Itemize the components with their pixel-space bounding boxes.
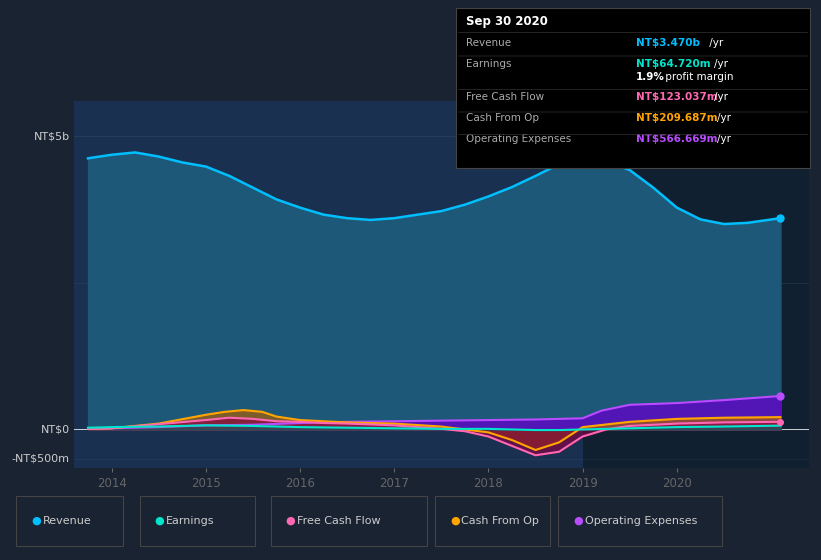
Text: Sep 30 2020: Sep 30 2020 bbox=[466, 15, 548, 29]
Text: Earnings: Earnings bbox=[166, 516, 214, 526]
Text: 1.9%: 1.9% bbox=[636, 72, 665, 82]
Text: Cash From Op: Cash From Op bbox=[461, 516, 539, 526]
Text: Operating Expenses: Operating Expenses bbox=[585, 516, 697, 526]
Text: ●: ● bbox=[573, 516, 583, 526]
Text: /yr: /yr bbox=[717, 113, 731, 123]
Text: -NT$500m: -NT$500m bbox=[11, 454, 70, 464]
Text: /yr: /yr bbox=[717, 134, 731, 144]
Text: Revenue: Revenue bbox=[466, 38, 511, 48]
Text: NT$5b: NT$5b bbox=[34, 131, 70, 141]
Text: Earnings: Earnings bbox=[466, 59, 511, 69]
Text: NT$64.720m: NT$64.720m bbox=[636, 59, 714, 69]
Text: ●: ● bbox=[154, 516, 164, 526]
Text: Operating Expenses: Operating Expenses bbox=[466, 134, 571, 144]
Text: NT$566.669m: NT$566.669m bbox=[636, 134, 722, 144]
Text: NT$0: NT$0 bbox=[41, 424, 70, 435]
Text: Cash From Op: Cash From Op bbox=[466, 113, 539, 123]
Text: Free Cash Flow: Free Cash Flow bbox=[466, 92, 544, 102]
Text: /yr: /yr bbox=[706, 38, 723, 48]
Text: /yr: /yr bbox=[714, 92, 728, 102]
Bar bbox=[583, 101, 809, 468]
Text: NT$3.470b: NT$3.470b bbox=[636, 38, 700, 48]
Text: NT$209.687m: NT$209.687m bbox=[636, 113, 722, 123]
Text: NT$123.037m: NT$123.037m bbox=[636, 92, 722, 102]
Text: profit margin: profit margin bbox=[662, 72, 733, 82]
Text: Revenue: Revenue bbox=[43, 516, 91, 526]
Text: ●: ● bbox=[450, 516, 460, 526]
Text: ●: ● bbox=[286, 516, 296, 526]
Text: /yr: /yr bbox=[714, 59, 728, 69]
Text: Free Cash Flow: Free Cash Flow bbox=[297, 516, 381, 526]
Text: ●: ● bbox=[31, 516, 41, 526]
